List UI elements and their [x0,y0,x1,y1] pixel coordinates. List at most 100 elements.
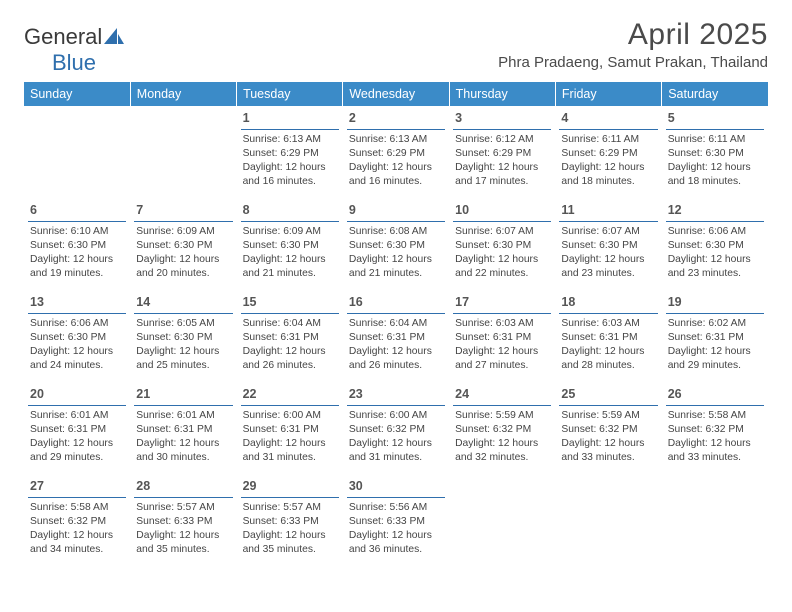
day-info: Sunrise: 6:00 AMSunset: 6:31 PMDaylight:… [241,406,339,465]
sunset-line: Sunset: 6:30 PM [30,239,124,253]
sunrise-line: Sunrise: 6:09 AM [136,225,230,239]
calendar-day-cell [555,474,661,566]
day-info: Sunrise: 5:58 AMSunset: 6:32 PMDaylight:… [28,498,126,557]
calendar-week-row: 13Sunrise: 6:06 AMSunset: 6:30 PMDayligh… [24,290,768,382]
weekday-header-cell: Tuesday [237,82,343,106]
daylight-line: Daylight: 12 hours and 18 minutes. [668,161,762,189]
daylight-line: Daylight: 12 hours and 29 minutes. [668,345,762,373]
sunrise-line: Sunrise: 6:11 AM [668,133,762,147]
title-block: April 2025 Phra Pradaeng, Samut Prakan, … [498,18,768,71]
brand-text: General Blue [24,24,124,76]
day-number: 4 [561,111,568,125]
sunset-line: Sunset: 6:30 PM [136,239,230,253]
daylight-line: Daylight: 12 hours and 26 minutes. [349,345,443,373]
calendar-week-row: 20Sunrise: 6:01 AMSunset: 6:31 PMDayligh… [24,382,768,474]
daylight-line: Daylight: 12 hours and 33 minutes. [668,437,762,465]
day-info: Sunrise: 6:04 AMSunset: 6:31 PMDaylight:… [241,314,339,373]
daylight-line: Daylight: 12 hours and 17 minutes. [455,161,549,189]
sunrise-line: Sunrise: 6:13 AM [349,133,443,147]
day-number: 13 [30,295,44,309]
day-info: Sunrise: 6:13 AMSunset: 6:29 PMDaylight:… [241,130,339,189]
sunset-line: Sunset: 6:32 PM [349,423,443,437]
brand-logo: General Blue [24,18,124,76]
calendar-day-cell: 3Sunrise: 6:12 AMSunset: 6:29 PMDaylight… [449,106,555,198]
daylight-line: Daylight: 12 hours and 21 minutes. [349,253,443,281]
sunrise-line: Sunrise: 6:11 AM [561,133,655,147]
page-header: General Blue April 2025 Phra Pradaeng, S… [24,18,768,76]
day-info: Sunrise: 5:57 AMSunset: 6:33 PMDaylight:… [241,498,339,557]
calendar-day-cell: 27 Sunrise: 5:58 AMSunset: 6:32 PMDayligh… [24,474,130,566]
sunset-line: Sunset: 6:32 PM [455,423,549,437]
day-info: Sunrise: 6:00 AMSunset: 6:32 PMDaylight:… [347,406,445,465]
daylight-line: Daylight: 12 hours and 27 minutes. [455,345,549,373]
sunset-line: Sunset: 6:31 PM [455,331,549,345]
day-info: Sunrise: 6:03 AMSunset: 6:31 PMDaylight:… [559,314,657,373]
sunset-line: Sunset: 6:32 PM [561,423,655,437]
calendar-day-cell: 11Sunrise: 6:07 AMSunset: 6:30 PMDayligh… [555,198,661,290]
calendar-day-cell: 17Sunrise: 6:03 AMSunset: 6:31 PMDayligh… [449,290,555,382]
calendar-day-cell: 22Sunrise: 6:00 AMSunset: 6:31 PMDayligh… [237,382,343,474]
daylight-line: Daylight: 12 hours and 23 minutes. [561,253,655,281]
day-number: 10 [455,203,469,217]
day-number: 1 [243,111,250,125]
daylight-line: Daylight: 12 hours and 32 minutes. [455,437,549,465]
calendar-day-cell [130,106,236,198]
calendar-day-cell: 21Sunrise: 6:01 AMSunset: 6:31 PMDayligh… [130,382,236,474]
calendar-day-cell: 6Sunrise: 6:10 AMSunset: 6:30 PMDaylight… [24,198,130,290]
sunset-line: Sunset: 6:31 PM [668,331,762,345]
sunrise-line: Sunrise: 6:05 AM [136,317,230,331]
day-info: Sunrise: 6:05 AMSunset: 6:30 PMDaylight:… [134,314,232,373]
day-info: Sunrise: 6:11 AMSunset: 6:30 PMDaylight:… [666,130,764,189]
day-info: Sunrise: 6:02 AMSunset: 6:31 PMDaylight:… [666,314,764,373]
day-number: 17 [455,295,469,309]
daylight-line: Daylight: 12 hours and 22 minutes. [455,253,549,281]
sunset-line: Sunset: 6:30 PM [455,239,549,253]
sunrise-line: Sunrise: 5:59 AM [561,409,655,423]
calendar-day-cell: 7Sunrise: 6:09 AMSunset: 6:30 PMDaylight… [130,198,236,290]
sunrise-line: Sunrise: 6:13 AM [243,133,337,147]
daylight-line: Daylight: 12 hours and 35 minutes. [136,529,230,557]
calendar-week-row: 1Sunrise: 6:13 AMSunset: 6:29 PMDaylight… [24,106,768,198]
day-number: 2 [349,111,356,125]
day-number: 12 [668,203,682,217]
brand-part2: Blue [52,50,96,75]
brand-sail-icon [104,28,124,44]
calendar-week-row: 27 Sunrise: 5:58 AMSunset: 6:32 PMDayligh… [24,474,768,566]
day-info: Sunrise: 5:58 AMSunset: 6:32 PMDaylight:… [666,406,764,465]
sunrise-line: Sunrise: 6:09 AM [243,225,337,239]
sunrise-line: Sunrise: 6:02 AM [668,317,762,331]
sunrise-line: Sunrise: 6:07 AM [455,225,549,239]
day-number: 18 [561,295,575,309]
day-number: 7 [136,203,143,217]
sunset-line: Sunset: 6:29 PM [349,147,443,161]
calendar-day-cell: 20Sunrise: 6:01 AMSunset: 6:31 PMDayligh… [24,382,130,474]
day-info: Sunrise: 6:08 AMSunset: 6:30 PMDaylight:… [347,222,445,281]
sunset-line: Sunset: 6:29 PM [455,147,549,161]
calendar-weekday-header: SundayMondayTuesdayWednesdayThursdayFrid… [24,82,768,106]
sunrise-line: Sunrise: 6:06 AM [30,317,124,331]
sunset-line: Sunset: 6:33 PM [349,515,443,529]
month-title: April 2025 [498,18,768,52]
sunrise-line: Sunrise: 6:12 AM [455,133,549,147]
calendar-week-row: 6Sunrise: 6:10 AMSunset: 6:30 PMDaylight… [24,198,768,290]
sunset-line: Sunset: 6:33 PM [136,515,230,529]
day-number: 14 [136,295,150,309]
calendar-day-cell: 16Sunrise: 6:04 AMSunset: 6:31 PMDayligh… [343,290,449,382]
day-number: 30 [349,479,363,493]
calendar-day-cell: 2Sunrise: 6:13 AMSunset: 6:29 PMDaylight… [343,106,449,198]
calendar-day-cell: 8Sunrise: 6:09 AMSunset: 6:30 PMDaylight… [237,198,343,290]
sunrise-line: Sunrise: 5:57 AM [136,501,230,515]
daylight-line: Daylight: 12 hours and 35 minutes. [243,529,337,557]
sunset-line: Sunset: 6:30 PM [243,239,337,253]
calendar-day-cell: 14 Sunrise: 6:05 AMSunset: 6:30 PMDayligh… [130,290,236,382]
calendar-day-cell: 9Sunrise: 6:08 AMSunset: 6:30 PMDaylight… [343,198,449,290]
calendar-day-cell [24,106,130,198]
day-number: 23 [349,387,363,401]
day-number: 27 [30,479,44,493]
calendar-day-cell [662,474,768,566]
sunrise-line: Sunrise: 6:00 AM [243,409,337,423]
sunset-line: Sunset: 6:31 PM [561,331,655,345]
sunrise-line: Sunrise: 6:04 AM [349,317,443,331]
day-number: 28 [136,479,150,493]
calendar-table: SundayMondayTuesdayWednesdayThursdayFrid… [24,82,768,566]
